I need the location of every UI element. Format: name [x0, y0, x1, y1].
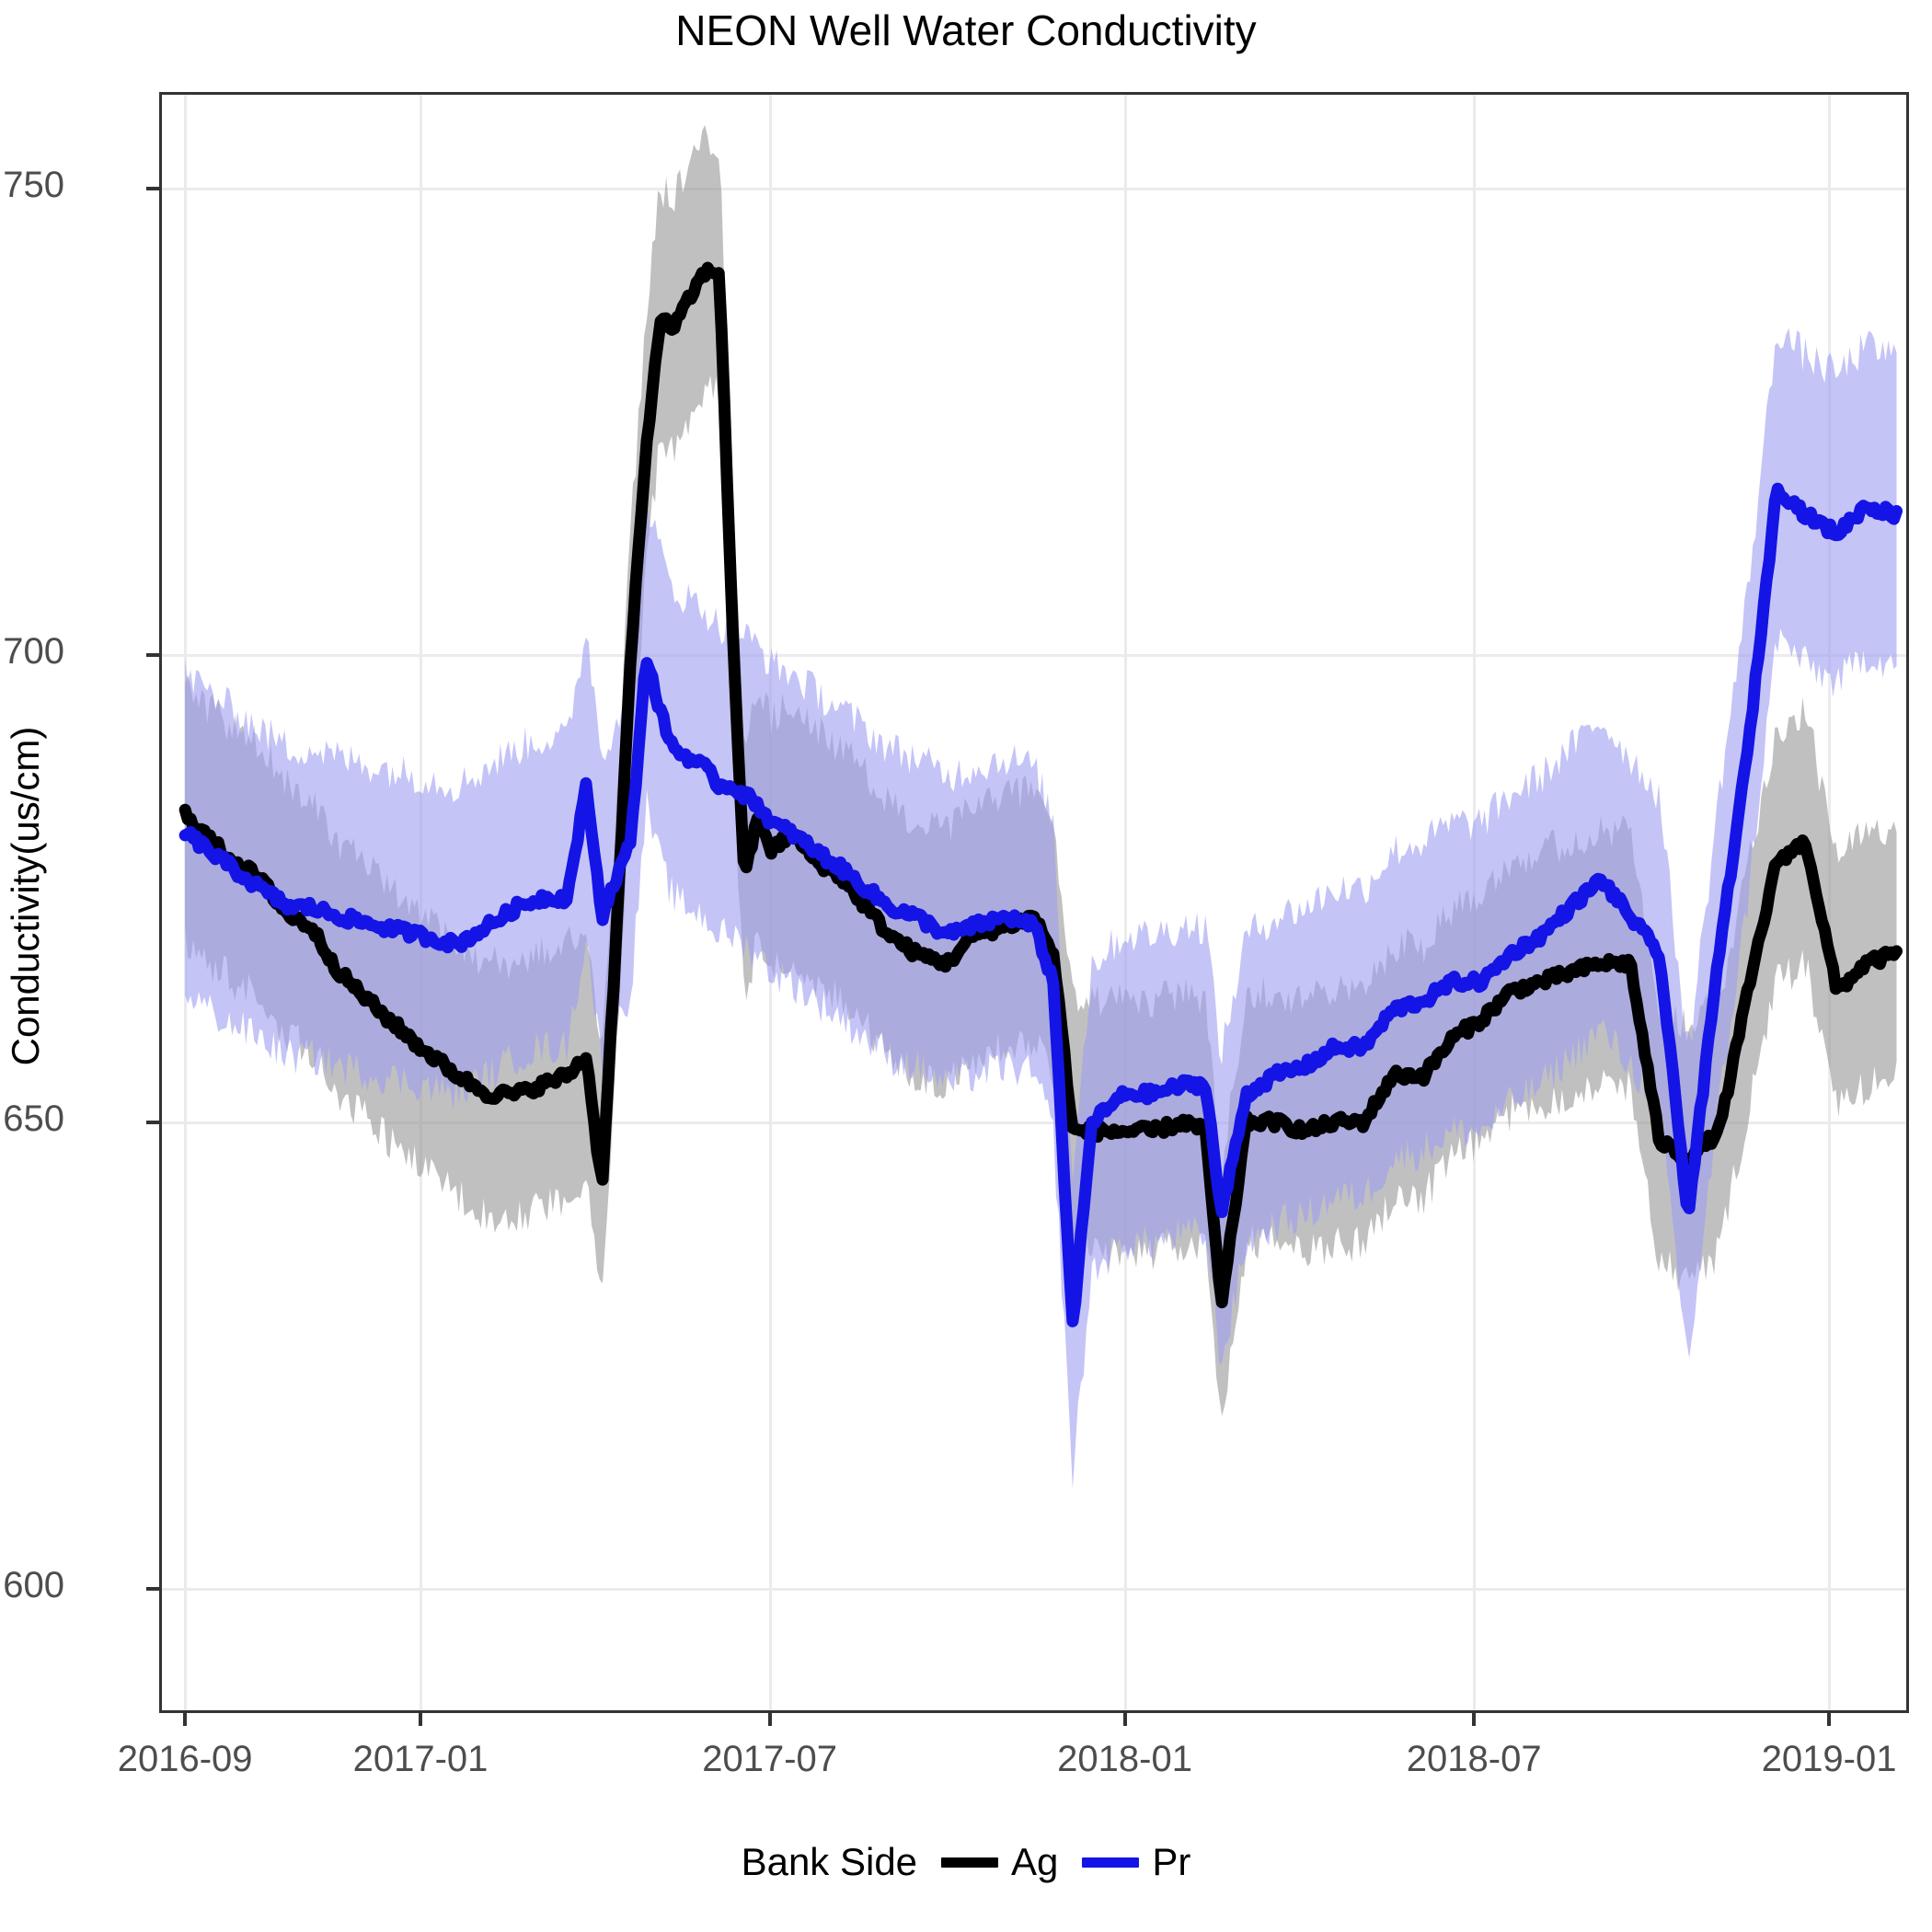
y-tick-mark [146, 1120, 159, 1124]
y-tick-label: 600 [3, 1565, 64, 1606]
legend-label-ag: Ag [1011, 1840, 1059, 1883]
y-tick-label: 700 [3, 631, 64, 673]
page-title: NEON Well Water Conductivity [675, 6, 1257, 54]
plot-area [159, 92, 1909, 1713]
y-tick-label: 650 [3, 1098, 64, 1139]
x-tick-label: 2018-07 [1406, 1739, 1542, 1779]
ribbon-pr [185, 328, 1897, 1489]
y-tick-mark [146, 653, 159, 658]
x-tick-mark [1827, 1713, 1832, 1726]
y-tick-mark [146, 186, 159, 190]
ribbon-ag [185, 124, 1897, 1417]
x-tick-mark [1472, 1713, 1477, 1726]
gridline-horizontal [162, 187, 1906, 190]
legend-item-ag[interactable]: Ag [941, 1840, 1058, 1884]
x-tick-mark [1122, 1713, 1127, 1726]
x-tick-label: 2017-07 [702, 1739, 838, 1779]
legend: Bank Side Ag Pr [0, 1840, 1932, 1884]
legend-key-pr [1082, 1857, 1140, 1868]
legend-label-pr: Pr [1152, 1840, 1191, 1883]
x-tick-mark [183, 1713, 188, 1726]
data-series-layer [178, 124, 1903, 1489]
legend-item-pr[interactable]: Pr [1082, 1840, 1190, 1884]
x-tick-label: 2018-01 [1057, 1739, 1192, 1779]
x-tick-mark [419, 1713, 423, 1726]
x-tick-label: 2017-01 [352, 1739, 489, 1779]
gridline-horizontal [162, 1121, 1906, 1124]
y-tick-label: 750 [3, 164, 64, 205]
x-tick-mark [767, 1713, 772, 1726]
x-tick-label: 2019-01 [1761, 1739, 1897, 1779]
gridline-horizontal [162, 1588, 1906, 1592]
x-tick-label: 2016-09 [117, 1739, 253, 1779]
line-pr [178, 482, 1903, 1328]
gridline-horizontal [162, 654, 1906, 658]
y-tick-mark [146, 1587, 159, 1592]
gridline-vertical [1123, 95, 1127, 1710]
legend-title: Bank Side [741, 1840, 918, 1883]
legend-key-ag [941, 1857, 999, 1868]
